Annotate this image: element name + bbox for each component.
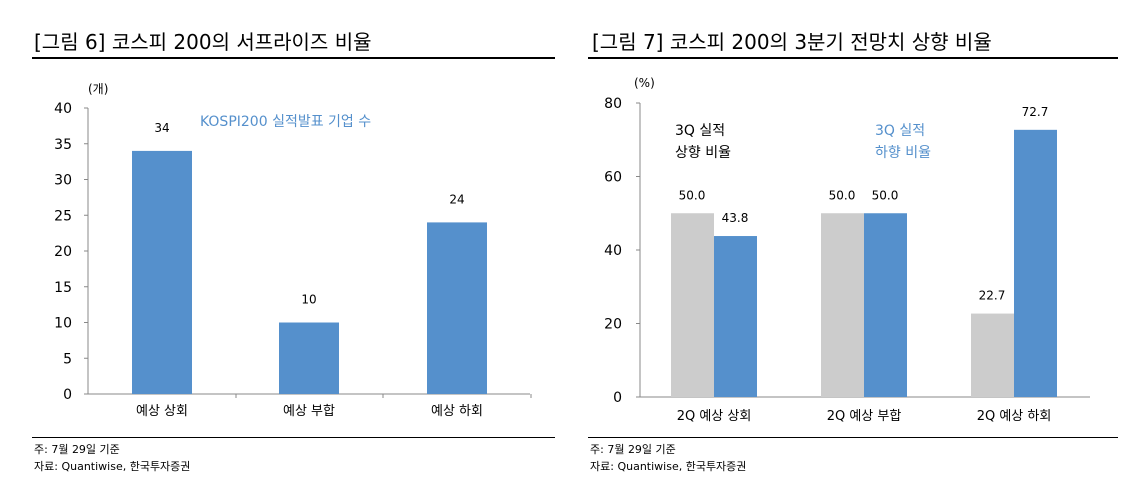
- legend-label: 상향 비율: [675, 145, 731, 161]
- footer-rule: [588, 437, 1118, 438]
- bar-up: [671, 213, 714, 397]
- bar-down: [714, 236, 757, 397]
- legend-label: 3Q 실적: [875, 123, 925, 139]
- annotation: KOSPI200 실적발표 기업 수: [200, 114, 371, 130]
- x-tick-label: 2Q 예상 하회: [977, 409, 1052, 424]
- data-label: 50.0: [679, 188, 706, 202]
- x-tick-label: 예상 하회: [431, 404, 483, 419]
- data-label: 50.0: [872, 188, 899, 202]
- y-tick-label: 60: [604, 170, 622, 186]
- y-tick-label: 5: [63, 351, 72, 367]
- legend-label: 3Q 실적: [675, 123, 725, 139]
- x-tick-label: 예상 상회: [136, 404, 188, 419]
- bar: [279, 322, 339, 394]
- chart2-note: 주: 7월 29일 기준: [590, 443, 676, 456]
- y-tick-label: 20: [604, 317, 622, 333]
- footer-rule: [32, 437, 555, 438]
- data-label: 43.8: [722, 211, 749, 225]
- bar: [427, 222, 487, 394]
- y-tick-label: 35: [54, 137, 72, 153]
- legend-label: 하향 비율: [875, 145, 931, 161]
- y-tick-label: 25: [54, 208, 72, 224]
- y-tick-label: 40: [54, 101, 72, 117]
- y-tick-label: 0: [613, 390, 622, 406]
- data-label: 10: [301, 293, 316, 307]
- y-tick-label: 20: [54, 244, 72, 260]
- title-rule: [32, 57, 555, 59]
- y-tick-label: 15: [54, 280, 72, 296]
- data-label: 22.7: [979, 289, 1006, 303]
- x-tick-label: 예상 부합: [283, 404, 335, 419]
- data-label: 50.0: [829, 188, 856, 202]
- data-label: 72.7: [1022, 105, 1049, 119]
- y-tick-label: 80: [604, 96, 622, 112]
- x-tick-label: 2Q 예상 부합: [827, 409, 902, 424]
- bar: [132, 150, 192, 394]
- bar-up: [821, 213, 864, 397]
- y-tick-label: 0: [63, 387, 72, 403]
- title-rule: [588, 57, 1118, 59]
- chart1-source: 자료: Quantiwise, 한국투자증권: [34, 460, 191, 473]
- bar-down: [864, 213, 907, 397]
- data-label: 24: [449, 192, 464, 206]
- x-tick-label: 2Q 예상 상회: [677, 409, 752, 424]
- chart2-title: [그림 7] 코스피 200의 3분기 전망치 상향 비율: [592, 30, 992, 54]
- bar-up: [971, 313, 1014, 397]
- bar-down: [1014, 129, 1057, 397]
- y-unit-label: (%): [634, 76, 655, 90]
- y-unit-label: (개): [88, 82, 108, 96]
- chart2-source: 자료: Quantiwise, 한국투자증권: [590, 460, 747, 473]
- data-label: 34: [154, 121, 169, 135]
- y-tick-label: 10: [54, 316, 72, 332]
- chart1-title: [그림 6] 코스피 200의 서프라이즈 비율: [34, 30, 372, 54]
- chart1-note: 주: 7월 29일 기준: [34, 443, 120, 456]
- y-tick-label: 30: [54, 173, 72, 189]
- y-tick-label: 40: [604, 243, 622, 259]
